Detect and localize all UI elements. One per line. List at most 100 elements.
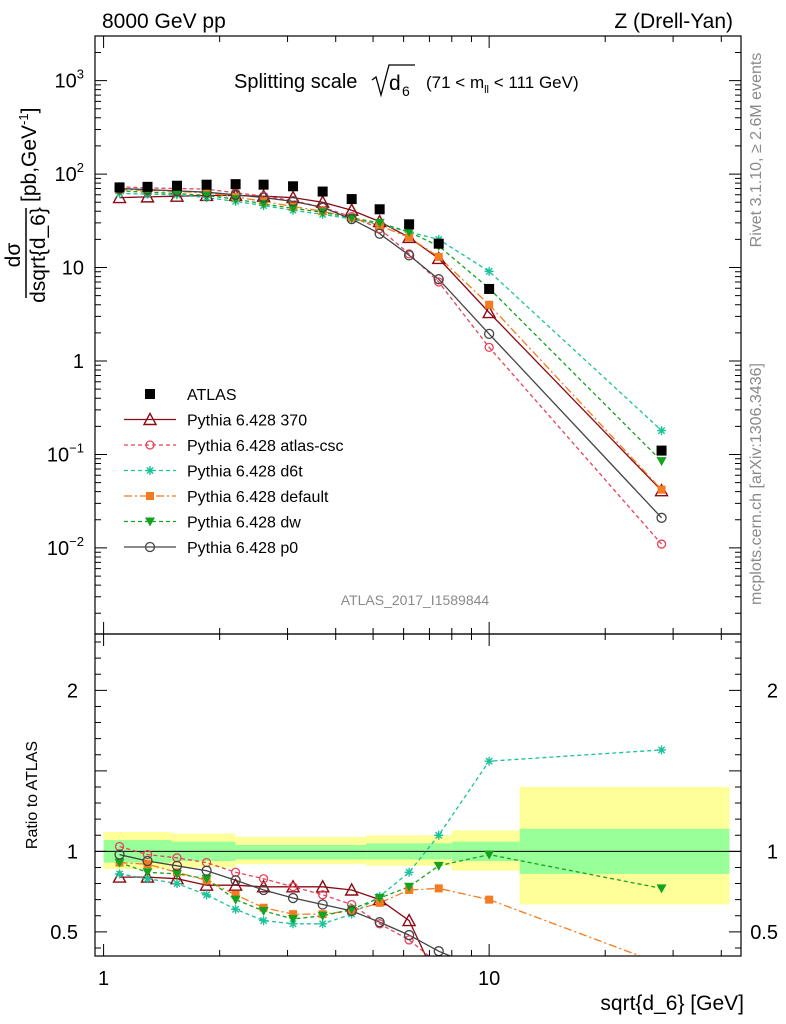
legend-marker-4	[145, 517, 155, 527]
series-5-ratio-point-8	[346, 905, 357, 917]
series-3-point-10	[405, 233, 414, 242]
ratio-frame	[94, 633, 742, 957]
series-4-ratio-line	[119, 853, 662, 920]
ratio-y-tick-label-left-0: 0.5	[50, 922, 78, 944]
series-4-ratio-point-12	[484, 850, 495, 860]
series-3-point-13	[657, 485, 666, 494]
series-0-ratio-point-10	[401, 913, 417, 927]
main-y-tick-label-0: 10−2	[47, 534, 84, 560]
axes: 1 10 10−2 10−1 1 10 102 103 0.5 0.5 1 1 2 2	[47, 35, 778, 990]
atlas-point-9	[374, 204, 385, 215]
atlas-point-12	[484, 283, 495, 294]
series-0-ratio-point-11	[433, 977, 445, 988]
legend-label-1: Pythia 6.428 atlas-csc	[187, 438, 344, 455]
series-2-ratio-point-3	[202, 890, 212, 900]
series-0-point-7	[315, 194, 330, 208]
series-0-point-0	[112, 190, 127, 204]
series-4-ratio-point-0	[114, 858, 125, 868]
series-5-point-5	[258, 192, 269, 203]
legend: ATLAS Pythia 6.428 370 Pythia 6.428 atlas-…	[124, 387, 344, 557]
series-1-ratio-point-1	[142, 849, 153, 860]
series-4-ratio-point-1	[142, 868, 153, 878]
series-3-point-12	[485, 300, 494, 309]
series-5-point-8	[346, 213, 357, 225]
series-5-point-6	[287, 196, 299, 207]
series-0-ratio-line	[119, 876, 427, 956]
main-y-tick-label-2: 1	[73, 351, 84, 373]
series-5-point-11	[433, 274, 444, 285]
legend-marker-0	[142, 412, 158, 426]
atlas-point-5	[258, 179, 269, 190]
analysis-id: ATLAS_2017_I1589844	[341, 592, 490, 608]
series-3-line	[119, 189, 663, 491]
main-series-markers	[112, 179, 669, 549]
series-5-ratio-point-9	[374, 917, 385, 928]
series-0-ratio-point-8	[344, 882, 359, 896]
series-4-ratio-point-10	[404, 882, 415, 892]
atlas-point-3	[201, 179, 212, 190]
series-5-point-13	[656, 512, 667, 523]
x-axis-label: sqrt{d_6} [GeV]	[600, 992, 744, 1015]
series-4-point-2	[171, 189, 182, 199]
panel-title-main: Splitting scale	[234, 71, 357, 93]
legend-marker-2	[145, 466, 155, 475]
series-2-ratio-point-1	[143, 874, 153, 884]
series-5-point-7	[317, 202, 328, 213]
legend-marker-3	[146, 492, 154, 500]
series-4-ratio-point-7	[317, 911, 328, 921]
series-3-ratio-point-12	[485, 895, 494, 904]
atlas-point-2	[171, 180, 182, 191]
series-5-point-4	[230, 189, 241, 200]
series-1-point-12	[484, 342, 494, 352]
legend-label-atlas: ATLAS	[187, 387, 237, 404]
series-0-point-2	[169, 188, 185, 202]
y-label-numerator: dσ	[2, 243, 25, 268]
series-2-ratio-line	[119, 749, 662, 925]
series-4-line	[119, 190, 663, 462]
atlas-point-0	[114, 182, 125, 193]
series-4-point-13	[656, 457, 667, 467]
series-4-ratio-point-2	[171, 869, 182, 879]
series-5-ratio-point-1	[142, 855, 153, 867]
axis-ticks	[95, 35, 741, 956]
series-5-ratio-point-4	[230, 875, 241, 886]
series-2-ratio-point-0	[115, 869, 125, 879]
atlas-point-13	[656, 445, 667, 456]
series-2-ratio-point-2	[172, 879, 182, 889]
series-5-ratio-point-10	[403, 929, 415, 941]
series-5-point-12	[483, 328, 495, 340]
series-5-ratio-point-7	[317, 899, 328, 910]
series-0-ratio-point-7	[315, 879, 330, 893]
ratio-y-label: Ratio to ATLAS	[24, 741, 41, 849]
atlas-point-1	[142, 181, 153, 192]
atlas-point-10	[404, 219, 415, 230]
series-1-ratio-point-7	[318, 890, 328, 900]
series-5-ratio-point-0	[114, 849, 125, 860]
legend-label-5: Pythia 6.428 p0	[187, 540, 298, 557]
main-y-tick-label-4: 102	[55, 160, 84, 186]
series-5-ratio-point-2	[171, 860, 183, 871]
series-2-ratio-point-10	[404, 867, 414, 877]
series-3-ratio-point-1	[143, 860, 152, 869]
series-4-ratio-point-11	[433, 861, 444, 871]
panel-title: Splitting scale d 6 (71 < mll < 111 GeV)	[234, 64, 579, 99]
series-0-point-12	[481, 305, 497, 319]
series-5-point-10	[403, 250, 415, 261]
atlas-point-7	[317, 186, 328, 197]
series-5-ratio-point-6	[287, 892, 299, 904]
series-4-point-9	[374, 218, 385, 228]
series-2-point-12	[484, 266, 494, 276]
legend-label-0: Pythia 6.428 370	[187, 413, 307, 430]
header-left: 8000 GeV pp	[102, 10, 226, 33]
series-1-ratio-line	[119, 845, 430, 956]
legend-marker-atlas	[145, 389, 155, 399]
atlas-point-4	[230, 179, 241, 190]
series-1-ratio-point-5	[258, 874, 269, 884]
series-3-ratio-point-6	[289, 910, 298, 919]
ratio-y-tick-label-right-1: 1	[767, 841, 778, 863]
series-0-line	[119, 194, 663, 492]
ratio-series-markers	[112, 745, 667, 988]
header-right: Z (Drell-Yan)	[614, 10, 733, 33]
sqrt-sign	[371, 64, 415, 98]
series-1-ratio-point-6	[288, 882, 298, 892]
